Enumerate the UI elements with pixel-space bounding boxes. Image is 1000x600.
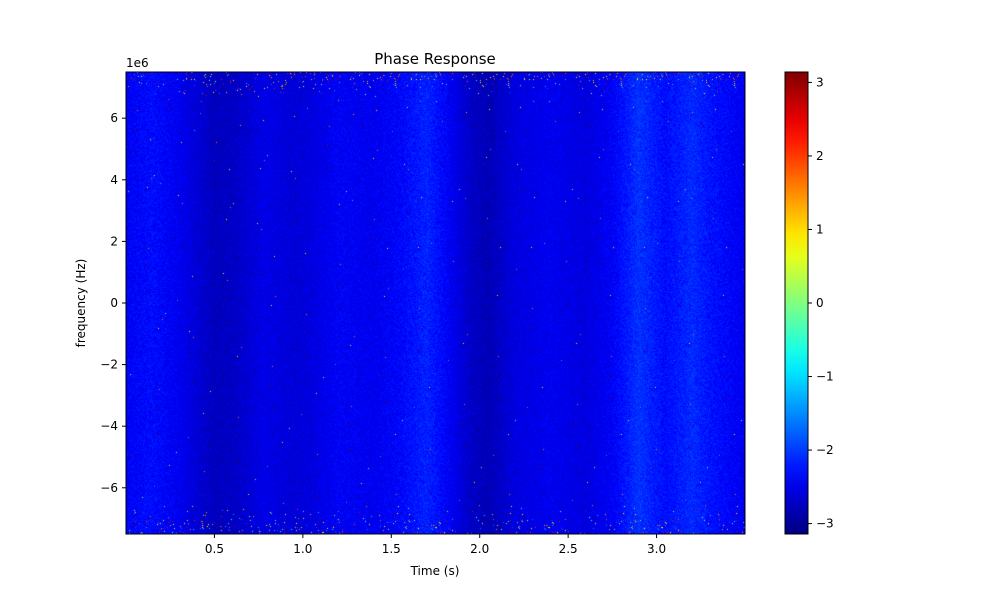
x-tick-label: 3.0: [647, 542, 666, 556]
colorbar-ticks: −3 −2 −1 0 1 2 3: [808, 75, 834, 531]
colorbar-tick-label: −3: [816, 517, 834, 531]
plot-area: [125, 71, 746, 535]
colorbar-tick-label: 0: [816, 296, 824, 310]
y-scale-label: 1e6: [126, 56, 149, 70]
x-tick-label: 2.5: [559, 542, 578, 556]
y-tick-label: −2: [100, 358, 118, 372]
y-tick-label: 0: [110, 296, 118, 310]
x-tick-label: 1.5: [382, 542, 401, 556]
colorbar: −3 −2 −1 0 1 2 3: [784, 71, 834, 535]
y-tick-label: 2: [110, 234, 118, 248]
y-axis: −6 −4 −2 0 2 4 6: [100, 111, 126, 495]
y-tick-label: 6: [110, 111, 118, 125]
colorbar-gradient: [785, 72, 808, 534]
colorbar-tick-label: −1: [816, 370, 834, 384]
x-axis: 0.5 1.0 1.5 2.0 2.5 3.0: [205, 534, 666, 556]
x-axis-label: Time (s): [410, 564, 460, 578]
x-tick-label: 1.0: [293, 542, 312, 556]
colorbar-tick-label: 3: [816, 75, 824, 89]
y-tick-label: −6: [100, 481, 118, 495]
y-axis-label: frequency (Hz): [74, 259, 88, 348]
colorbar-tick-label: 1: [816, 222, 824, 236]
heatmap-image: [126, 72, 745, 534]
chart-title: Phase Response: [374, 50, 496, 68]
x-tick-label: 0.5: [205, 542, 224, 556]
colorbar-tick-label: −2: [816, 443, 834, 457]
y-tick-label: −4: [100, 419, 118, 433]
y-tick-label: 4: [110, 173, 118, 187]
colorbar-tick-label: 2: [816, 149, 824, 163]
x-tick-label: 2.0: [470, 542, 489, 556]
